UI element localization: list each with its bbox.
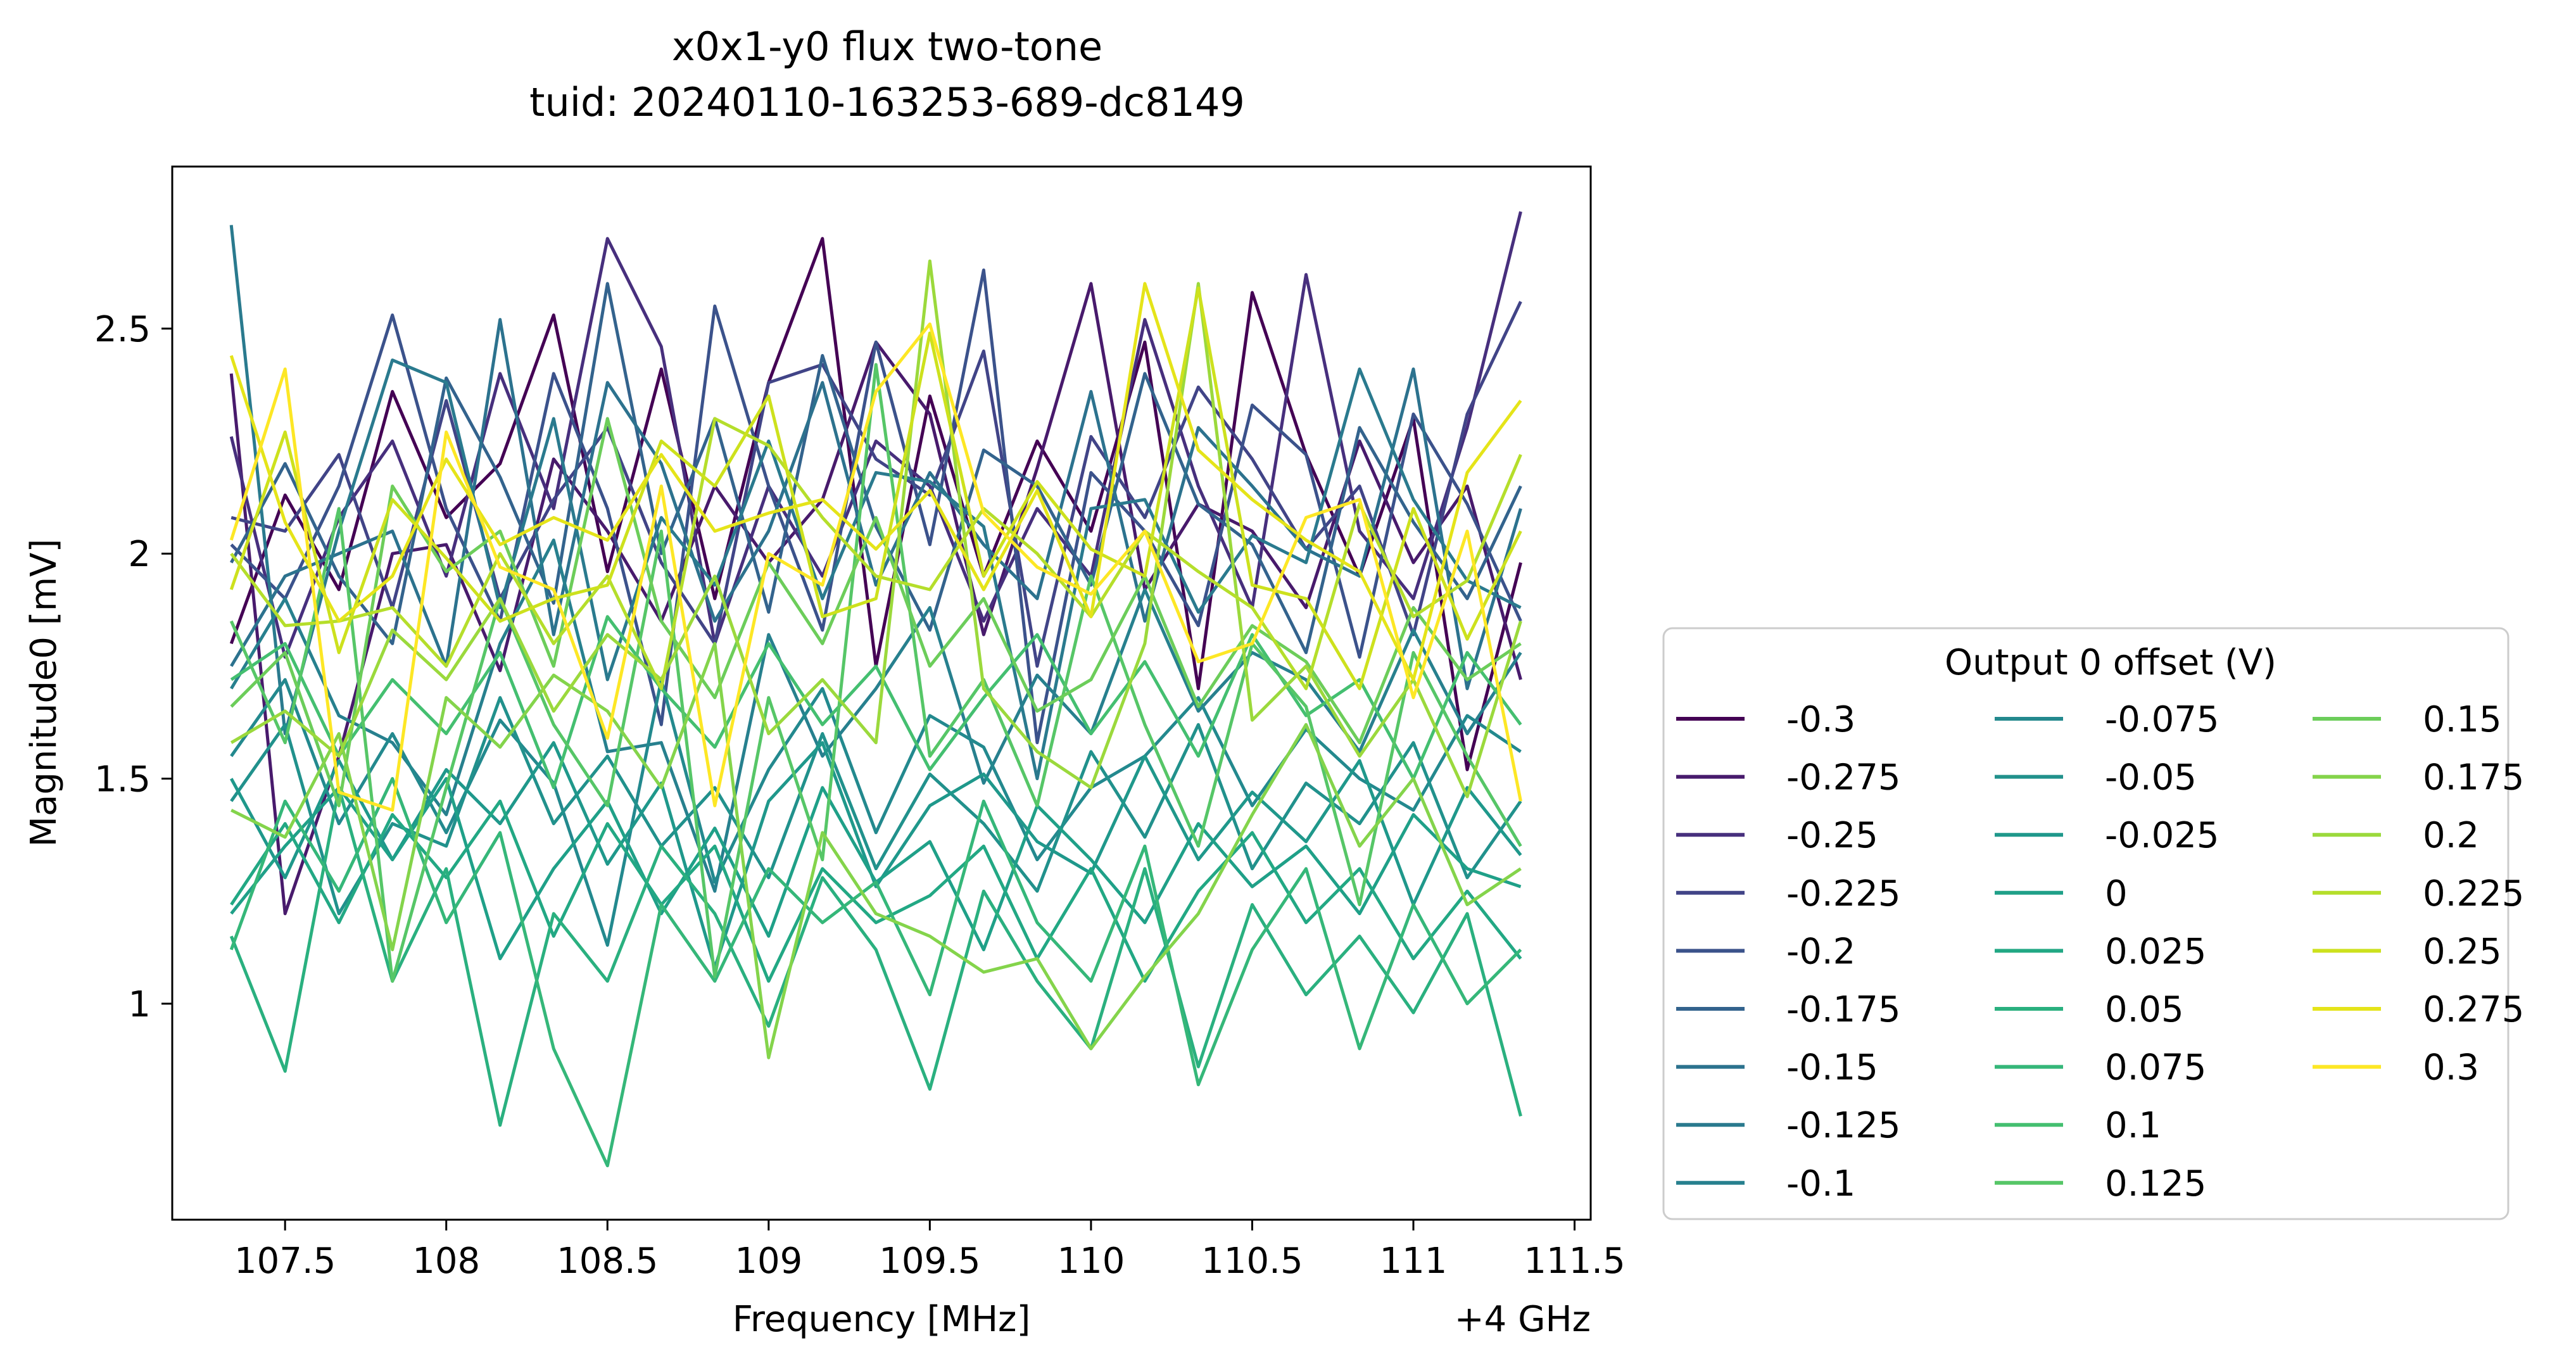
legend-label: 0.175 — [2423, 757, 2524, 799]
series-line--0.05 — [230, 696, 1522, 916]
series-line-0.25 — [229, 286, 1522, 690]
legend-label: 0.275 — [2423, 989, 2524, 1030]
x-axis-offset-label: +4 GHz — [1455, 1299, 1591, 1340]
legend-label: 0.05 — [2105, 989, 2184, 1030]
series-line-0.125 — [229, 363, 1522, 983]
legend-label: -0.1 — [1786, 1163, 1855, 1205]
series-line-0.1 — [230, 615, 1522, 790]
legend-label: -0.275 — [1786, 757, 1901, 799]
chart-subtitle: tuid: 20240110-163253-689-dc8149 — [529, 79, 1245, 125]
y-tick-label: 2.5 — [94, 309, 151, 350]
legend-label: 0.125 — [2105, 1163, 2206, 1205]
legend-label: -0.15 — [1786, 1047, 1878, 1089]
legend-label: -0.075 — [2105, 699, 2219, 740]
legend-label: -0.025 — [2105, 815, 2219, 856]
y-tick-label: 2 — [128, 534, 151, 575]
series-line--0.2 — [230, 269, 1522, 745]
legend: Output 0 offset (V) -0.3 -0.275 -0.25 -0.22… — [1662, 627, 2524, 1220]
series-line-0.275 — [229, 282, 1522, 681]
series-line-0.075 — [229, 777, 1522, 1168]
legend-label: 0.3 — [2423, 1047, 2479, 1089]
legend-label: -0.225 — [1786, 873, 1901, 914]
y-axis: 1 1.5 2 2.5 — [94, 309, 172, 1025]
plot-lines — [229, 211, 1522, 1168]
series-line--0.125 — [229, 225, 1522, 780]
series-line--0.25 — [229, 211, 1522, 659]
x-axis-label: Frequency [MHz] — [733, 1299, 1031, 1340]
series-line-0.3 — [229, 322, 1522, 812]
series-line--0.075 — [230, 678, 1522, 947]
y-axis-label: Magnitude0 [mV] — [23, 539, 65, 847]
x-tick-label: 111 — [1380, 1241, 1448, 1282]
x-axis: 107.5 108 108.5 109 109.5 110 110.5 111 111.5 — [234, 1220, 1626, 1282]
series-line-0.2 — [230, 259, 1522, 799]
series-line--0.025 — [230, 741, 1522, 970]
legend-label: -0.2 — [1786, 931, 1855, 972]
y-tick-label: 1.5 — [94, 759, 151, 800]
plot-frame — [171, 165, 1592, 1221]
legend-label: 0.15 — [2423, 699, 2502, 740]
legend-label: -0.125 — [1786, 1105, 1901, 1146]
series-line-0.05 — [229, 786, 1522, 1127]
legend-label: 0.25 — [2423, 931, 2502, 972]
legend-label: 0.225 — [2423, 873, 2524, 914]
series-line--0.1 — [230, 538, 1522, 893]
series-line-0.025 — [230, 799, 1522, 983]
x-tick-label: 111.5 — [1524, 1241, 1625, 1282]
legend-label: 0.075 — [2105, 1047, 2206, 1089]
legend-label: -0.175 — [1786, 989, 1901, 1030]
legend-title: Output 0 offset (V) — [1945, 642, 2276, 683]
legend-label: -0.3 — [1786, 699, 1855, 740]
x-tick-label: 110.5 — [1201, 1241, 1303, 1282]
y-tick-label: 1 — [128, 984, 151, 1025]
x-tick-label: 110 — [1057, 1241, 1125, 1282]
legend-label: 0.2 — [2423, 815, 2479, 856]
series-line-0.15 — [230, 417, 1522, 807]
legend-frame — [1662, 627, 2510, 1220]
series-line--0.175 — [230, 282, 1522, 654]
legend-label: -0.25 — [1786, 815, 1878, 856]
legend-label: 0 — [2105, 873, 2128, 914]
chart-title: x0x1-y0 flux two-tone — [672, 23, 1102, 70]
x-tick-label: 108 — [412, 1241, 480, 1282]
x-tick-label: 109.5 — [879, 1241, 980, 1282]
series-line-0.175 — [230, 642, 1522, 1059]
legend-label: 0.1 — [2105, 1105, 2161, 1146]
x-tick-label: 109 — [735, 1241, 802, 1282]
x-tick-label: 108.5 — [557, 1241, 658, 1282]
series-line-0.225 — [230, 417, 1522, 690]
legend-label: 0.025 — [2105, 931, 2206, 972]
legend-label: -0.05 — [2105, 757, 2197, 799]
x-tick-label: 107.5 — [234, 1241, 336, 1282]
